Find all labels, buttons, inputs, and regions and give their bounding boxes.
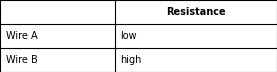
Text: Wire A: Wire A — [6, 31, 37, 41]
Text: high: high — [120, 55, 142, 65]
Text: low: low — [120, 31, 137, 41]
Text: Wire B: Wire B — [6, 55, 37, 65]
Text: Resistance: Resistance — [166, 7, 226, 17]
